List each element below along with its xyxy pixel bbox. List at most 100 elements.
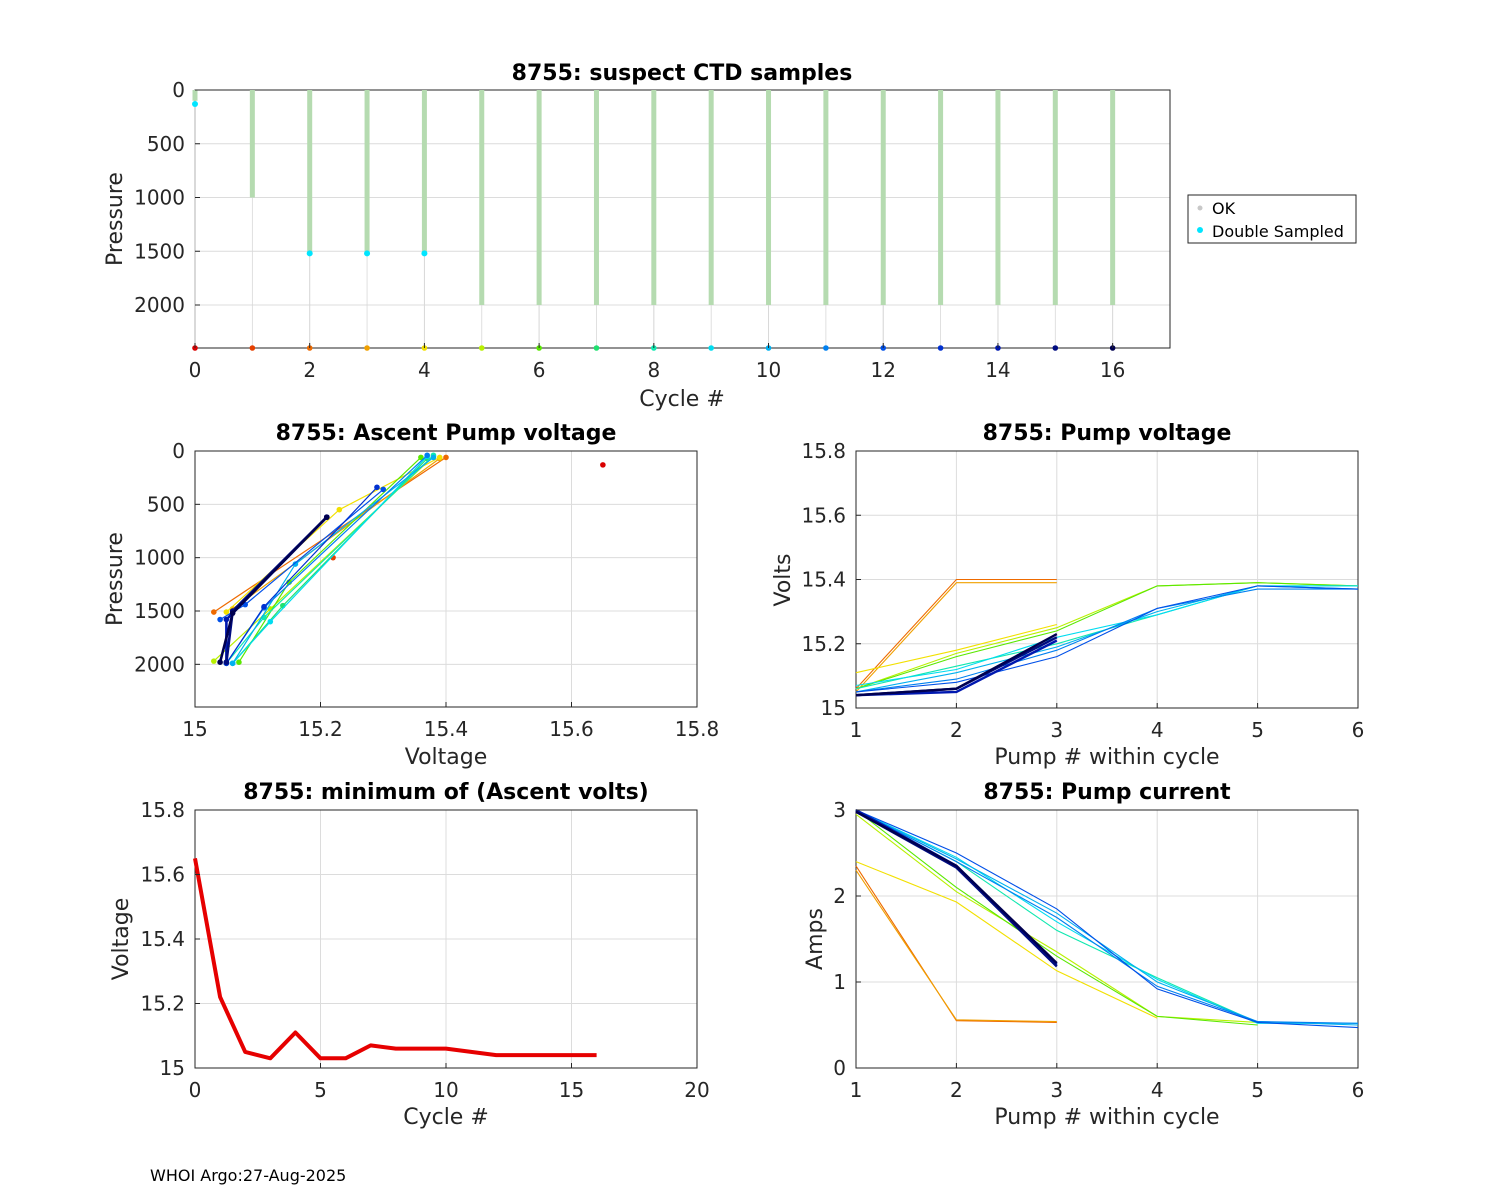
pump-current-series-line [855,813,1258,1023]
ascent-point [217,616,223,623]
min_volts-marks [193,858,597,1061]
ascent-series-line [232,455,428,664]
legend-ok-label: OK [1212,199,1236,218]
ascent-point [217,659,223,665]
x-tick-label: 4 [1151,1078,1164,1102]
ascent-point [436,454,443,461]
ascent-series-line [225,454,428,664]
ascent-series-line [213,456,447,613]
x-tick-label: 3 [1050,1078,1063,1102]
y-tick-label: 2 [833,884,846,908]
ascent-point [430,454,437,461]
x-tick-label: 5 [1251,1078,1264,1102]
x-tick-label: 0 [189,1078,202,1102]
x-tick-label: 12 [871,358,896,382]
y-tick-label: 1500 [134,239,185,263]
ascent-grid [194,450,698,707]
pump-voltage-series-line [855,585,1358,687]
x-tick-label: 4 [418,358,431,382]
y-tick-label: 15 [160,1056,185,1080]
x-tick-label: 20 [684,1078,709,1102]
pump-voltage-series-line [855,585,1359,693]
min_volts-ticks: 0 5 10 15 20 15 15.2 15.4 15.6 15.8 [140,798,709,1102]
min-volts-line [193,858,597,1061]
x-tick-label: 6 [533,358,546,382]
pump-voltage-series-line [855,578,1057,690]
pump-voltage-series-line [855,585,1359,693]
ascent-point [600,462,606,468]
ascent-point [443,454,449,461]
x-tick-label: 5 [314,1078,327,1102]
y-tick-label: 2000 [134,652,185,676]
y-tick-label: 1 [833,970,846,994]
ascent-point [229,660,236,667]
x-tick-label: 10 [433,1078,458,1102]
pump-current-series-line [855,865,1057,1023]
y-tick-label: 15 [821,696,846,720]
x-tick-label: 15.2 [298,717,343,741]
x-tick-label: 6 [1352,718,1365,742]
pump-voltage-title: 8755: Pump voltage [983,421,1232,446]
y-tick-label: 0 [172,439,185,463]
ascent-point [223,659,230,665]
ascent-point [211,609,217,615]
ascent-point [380,486,387,493]
ascent-chart-xlabel: Voltage [405,745,488,770]
cycle-marker [1052,345,1059,351]
legend-double-label: Double Sampled [1212,222,1344,241]
y-tick-label: 15.8 [140,798,185,822]
pump-voltage-chart: 8755: Pump voltage Pump # within cycle V… [771,421,1364,770]
y-tick-label: 2000 [134,293,185,317]
x-tick-label: 1 [850,718,863,742]
cycle-marker [937,345,944,351]
min-volts-title: 8755: minimum of (Ascent volts) [243,780,649,805]
x-tick-label: 14 [985,358,1010,382]
y-tick-label: 15.4 [140,927,185,951]
ascent-chart-ylabel: Pressure [103,532,128,626]
suspect-grid [194,89,1170,348]
y-tick-label: 0 [833,1056,846,1080]
x-tick-label: 8 [647,358,660,382]
ascent-point [223,609,230,615]
ascent-series-line [232,458,441,610]
min-volts-xlabel: Cycle # [403,1105,489,1130]
pump-current-series-line [855,861,1158,1019]
pump-current-series-line [855,809,1258,1026]
ascent-point [323,514,330,520]
x-tick-label: 15.4 [424,717,469,741]
ascent-point [211,658,217,664]
pump-voltage-series-line [855,582,1359,690]
legend-ok-marker [1197,205,1203,211]
suspect-marks [192,90,1116,351]
cycle-marker [364,345,370,351]
x-tick-label: 15 [559,1078,584,1102]
ascent-point [229,610,236,616]
x-tick-label: 10 [756,358,781,382]
pump-voltage-series-line [855,588,1358,693]
pump-voltage-series-line [855,582,1359,690]
pump_voltage-ticks: 1 2 3 4 5 6 15 15.2 15.4 15.6 15.8 [801,439,1364,742]
double-sampled-point [421,250,428,257]
x-tick-label: 6 [1352,1078,1365,1102]
x-tick-label: 15 [182,717,207,741]
y-tick-label: 15.4 [801,568,846,592]
min-volts-chart: 8755: minimum of (Ascent volts) Cycle # … [109,780,710,1130]
ascent-point [267,618,274,625]
x-tick-label: 2 [303,358,316,382]
y-tick-label: 15.2 [140,992,185,1016]
cycle-marker [478,345,485,351]
pump-voltage-ylabel: Volts [771,553,796,606]
ascent-ticks: 15 15.2 15.4 15.6 15.8 0 500 1000 1500 2000 [134,439,719,741]
pump_current-axes-box [855,809,1359,1069]
x-tick-label: 15.6 [549,717,594,741]
ascent-point [223,616,230,623]
suspect-chart-title: 8755: suspect CTD samples [512,61,853,86]
ascent-point [236,659,242,665]
pump_voltage-grid [855,450,1359,709]
ascent-point [336,506,343,513]
legend-double-marker [1197,227,1203,233]
cycle-marker [708,345,714,351]
y-tick-label: 15.6 [140,863,185,887]
